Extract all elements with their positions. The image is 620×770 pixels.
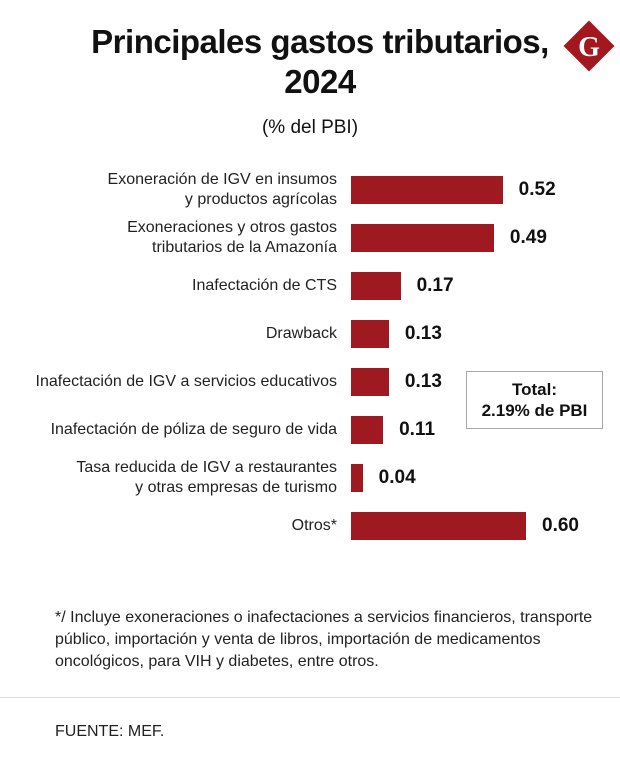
- divider: [0, 697, 620, 698]
- category-label-line: Exoneración de IGV en insumos: [107, 171, 337, 188]
- total-box: Total: 2.19% de PBI: [466, 371, 603, 429]
- category-label: Exoneración de IGV en insumos y productos…: [108, 170, 337, 210]
- value-label: 0.13: [404, 323, 442, 344]
- footnote: */ Incluye exoneraciones o inafectacione…: [55, 609, 593, 670]
- title-line-1: Principales gastos tributarios,: [91, 23, 549, 60]
- category-label-line: tributarios de la Amazonía: [152, 239, 337, 256]
- value-label: 0.17: [416, 275, 454, 296]
- gestion-logo-icon: G: [563, 20, 615, 72]
- bar: [351, 416, 384, 444]
- bar: [351, 320, 389, 348]
- category-label-line: Inafectación de IGV a servicios educativ…: [35, 373, 338, 390]
- bar: [351, 176, 503, 204]
- category-label: Inafectación de CTS: [192, 276, 337, 296]
- total-label: Total:: [511, 380, 557, 399]
- category-label-line: Inafectación de CTS: [192, 277, 337, 294]
- value-label: 0.11: [399, 419, 436, 440]
- category-label-line: Drawback: [265, 325, 337, 342]
- svg-text:G: G: [578, 32, 600, 63]
- bar: [351, 272, 401, 300]
- category-label: Exoneraciones y otros gastos tributarios …: [127, 218, 337, 258]
- category-label-line: Exoneraciones y otros gastos: [127, 219, 337, 236]
- category-label: Tasa reducida de IGV a restaurantes y otr…: [76, 458, 337, 498]
- category-label-line: y otras empresas de turismo: [135, 479, 337, 496]
- value-label: 0.04: [378, 467, 416, 488]
- value-label: 0.60: [542, 515, 579, 536]
- category-label-line: Inafectación de póliza de seguro de vida: [50, 421, 337, 438]
- category-label: Drawback: [266, 324, 337, 344]
- chart-title: Principales gastos tributarios, 2024: [0, 22, 620, 102]
- value-label: 0.13: [404, 371, 442, 392]
- bar: [351, 512, 526, 540]
- category-label-line: y productos agrícolas: [184, 191, 337, 208]
- source: FUENTE: MEF.: [55, 723, 165, 740]
- total-value: 2.19% de PBI: [481, 401, 588, 420]
- category-label: Inafectación de IGV a servicios educativ…: [36, 372, 338, 392]
- bar: [351, 368, 389, 396]
- title-line-2: 2024: [284, 63, 356, 100]
- value-label: 0.52: [518, 179, 556, 200]
- category-label: Inafectación de póliza de seguro de vida: [51, 420, 337, 440]
- category-label: Otros*: [292, 516, 337, 536]
- bar: [351, 224, 494, 252]
- value-label: 0.49: [509, 227, 547, 248]
- category-label-line: Otros*: [291, 517, 337, 534]
- bar: [351, 464, 363, 492]
- category-label-line: Tasa reducida de IGV a restaurantes: [76, 459, 337, 476]
- chart-subtitle: (% del PBI): [261, 117, 359, 138]
